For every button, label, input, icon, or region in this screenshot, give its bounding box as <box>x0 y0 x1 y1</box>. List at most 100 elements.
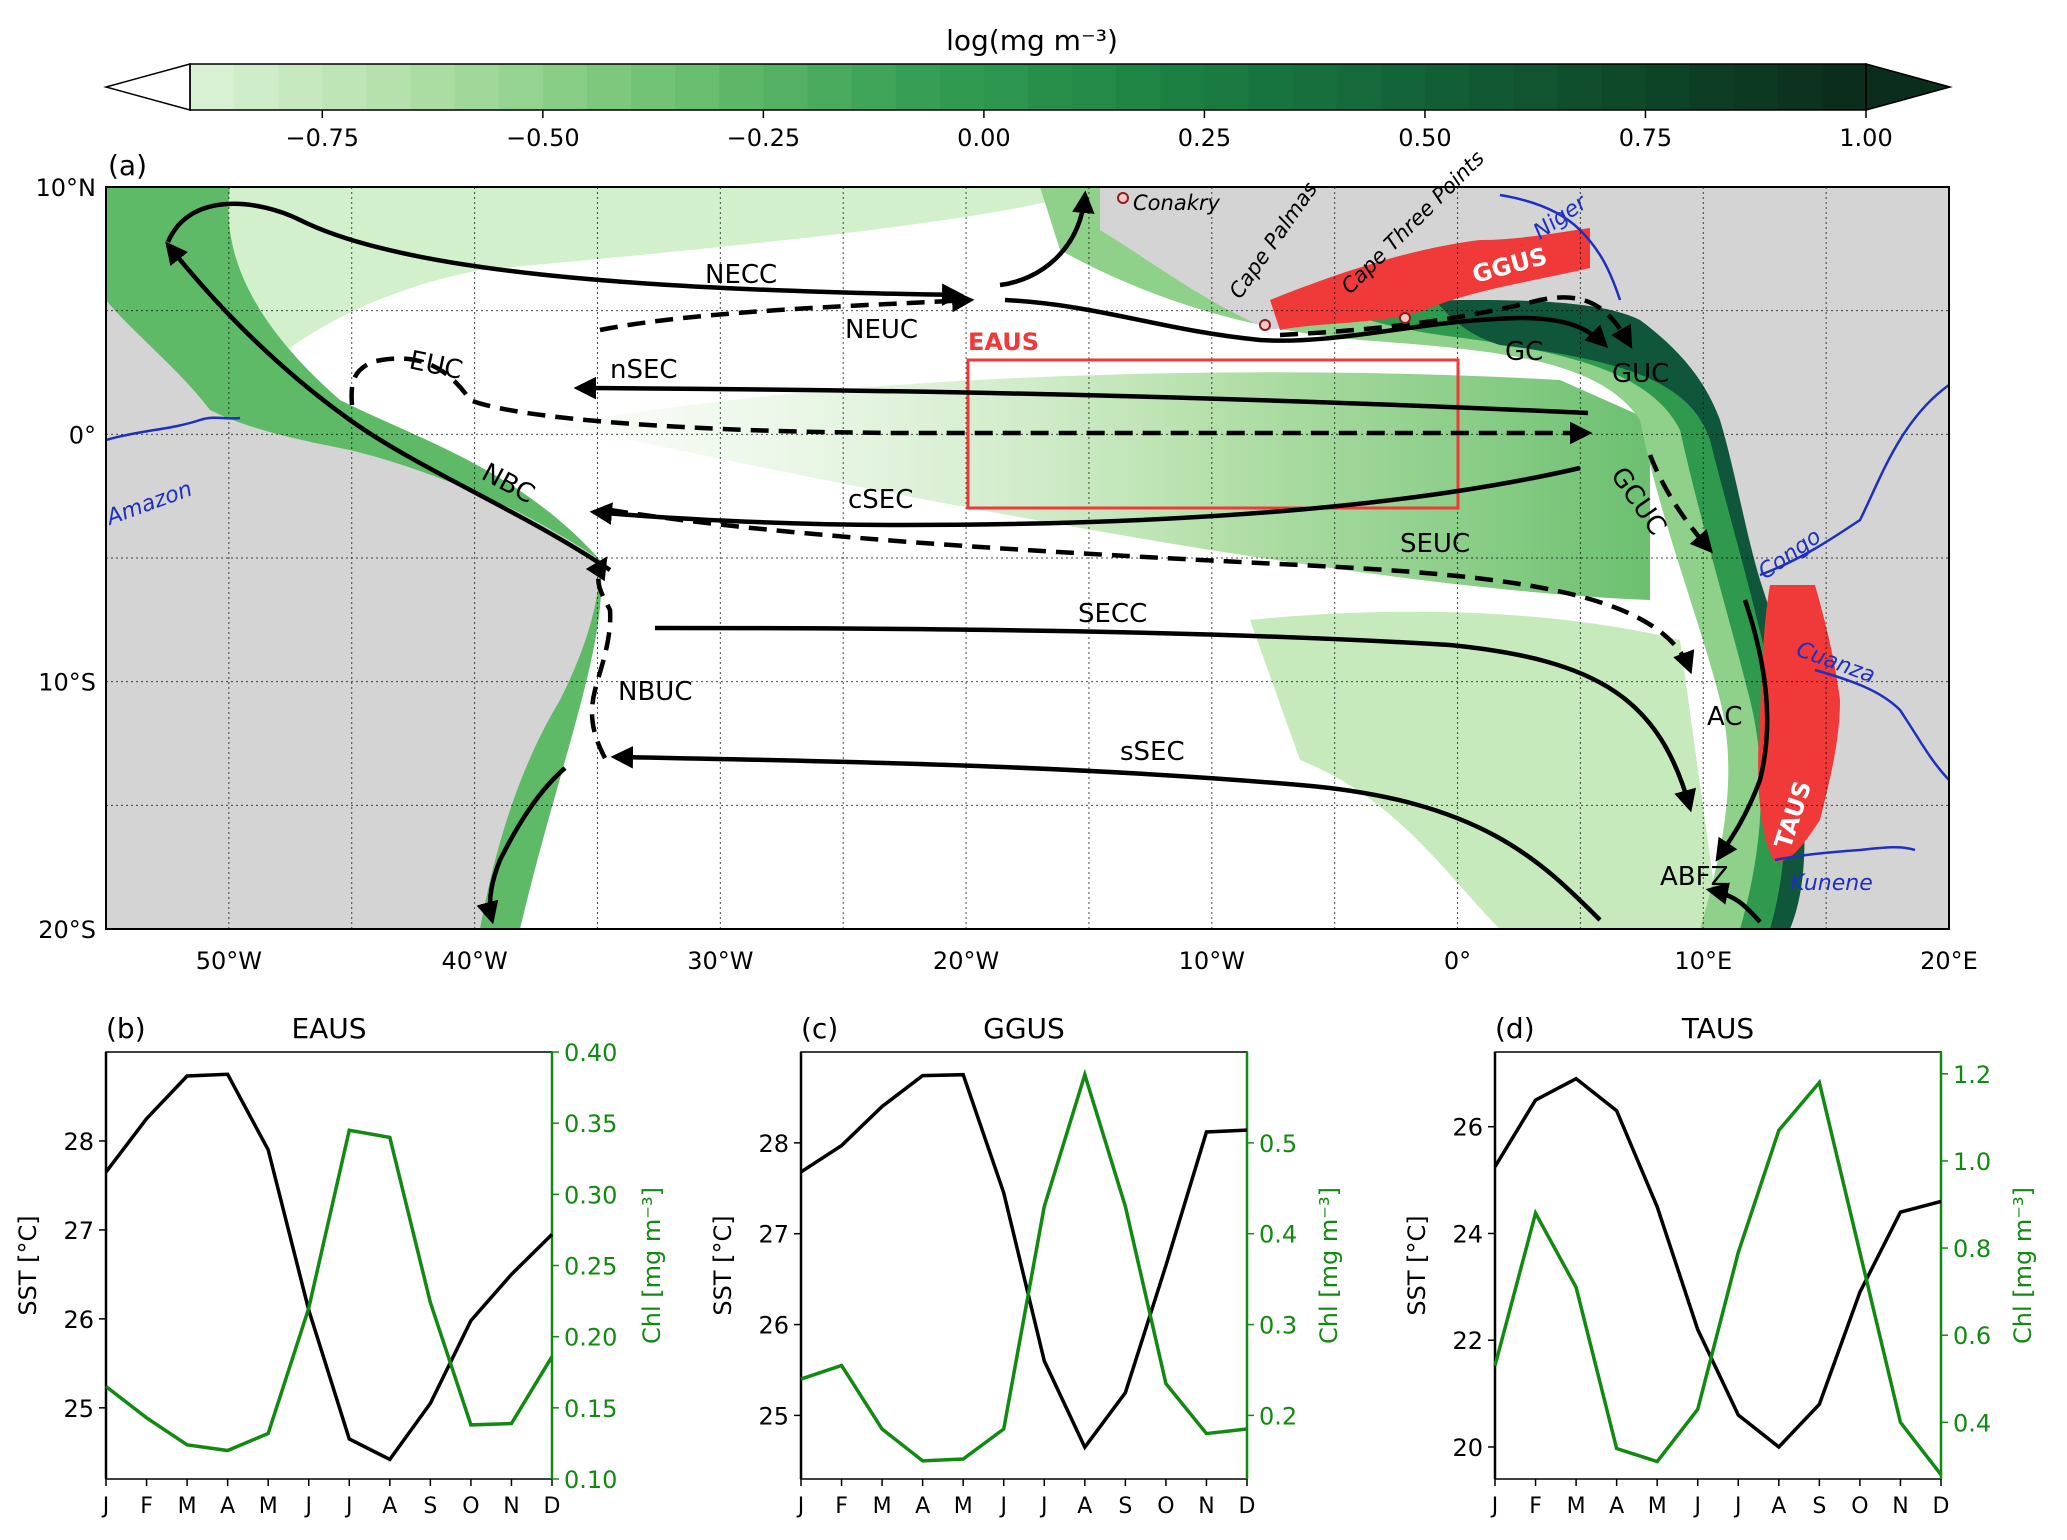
y2-tick-label: 1.0 <box>1953 1148 1991 1176</box>
colorbar-segment <box>1160 64 1206 110</box>
chl-line <box>800 1068 1248 1463</box>
guc-arrow <box>1279 295 1633 349</box>
label-ssec: sSEC <box>1120 737 1185 767</box>
x-tick-label: J <box>796 1494 805 1519</box>
y2-tick-label: 0.8 <box>1953 1235 1991 1263</box>
amazon-river <box>106 416 241 442</box>
label-abfz: ABFZ <box>1660 862 1728 892</box>
cape-palmas-marker <box>1259 319 1271 331</box>
colorbar-max-extension <box>1865 63 1953 111</box>
gc-arrow <box>1004 297 1609 349</box>
euc-arrow <box>349 356 1593 445</box>
africa-land <box>1100 187 1949 929</box>
map-lon-tick-label: 20°E <box>1920 947 1978 975</box>
y2-tick-label: 0.10 <box>564 1466 617 1494</box>
colorbar-segment <box>939 64 985 110</box>
ac-arrow <box>1715 599 1770 862</box>
x-tick-label: N <box>1892 1494 1908 1519</box>
colorbar-segment <box>631 64 676 110</box>
map-lat-tick-label: 20°S <box>38 916 96 944</box>
colorbar-frame <box>189 63 1867 111</box>
x-tick-label: J <box>101 1494 110 1519</box>
colorbar-segment <box>1204 64 1250 110</box>
colorbar-segment <box>586 64 632 110</box>
colorbar-segment <box>278 64 323 110</box>
label-secc: SECC <box>1078 599 1147 629</box>
colorbar-tick-label: 0.00 <box>957 124 1010 152</box>
y2-axis-label: Chl [mg m⁻³] <box>1315 1187 1343 1344</box>
colorbar-segment <box>851 64 897 110</box>
abfz-south-arrow <box>1705 882 1762 924</box>
rivers <box>106 193 1949 862</box>
colorbar-segment <box>190 64 235 110</box>
x-tick-label: S <box>1812 1494 1826 1519</box>
x-tick-label: J <box>1692 1494 1701 1519</box>
colorbar-segment <box>719 64 764 110</box>
cuanza-river <box>1814 668 1949 781</box>
label-nbuc: NBUC <box>618 677 692 707</box>
label-eaus: EAUS <box>968 328 1039 356</box>
colorbar-segment <box>807 64 853 110</box>
colorbar-segment <box>983 64 1029 110</box>
map-ticks: 50°W 40°W 30°W 20°W 10°W 0° 10°E 20°E 10°N 0° 10°S… <box>36 174 1978 975</box>
y-tick-label: 28 <box>63 1128 94 1156</box>
x-tick-label: M <box>178 1494 197 1519</box>
label-kunene: Kunene <box>1790 871 1873 896</box>
colorbar-segment <box>895 64 941 110</box>
colorbar-segment <box>322 64 368 110</box>
x-tick-label: S <box>1118 1494 1132 1519</box>
x-tick-label: M <box>259 1494 278 1519</box>
y2-tick-label: 0.15 <box>564 1395 617 1423</box>
y2-tick-label: 0.2 <box>1259 1402 1297 1430</box>
panel-label: (c) <box>801 1012 838 1045</box>
kunene-river <box>1774 846 1916 862</box>
colorbar-segment <box>1645 64 1691 110</box>
y2-tick-label: 0.20 <box>564 1324 617 1352</box>
gcuc-arrow <box>1647 454 1713 554</box>
cape-three-points-marker <box>1399 312 1411 324</box>
colorbar-tick-label: 0.25 <box>1178 124 1231 152</box>
label-necc: NECC <box>705 260 777 290</box>
x-tick-label: F <box>835 1494 848 1519</box>
colorbar-segment <box>1469 64 1514 110</box>
chlorophyll-north-band <box>106 187 1100 390</box>
y-tick-label: 26 <box>1452 1114 1483 1142</box>
map-lon-tick-label: 20°W <box>933 947 999 975</box>
colorbar-segment <box>1733 64 1779 110</box>
chlorophyll-south-band <box>1250 611 1720 929</box>
y-axis-label: SST [°C] <box>1403 1215 1431 1315</box>
sst-line <box>800 1072 1248 1451</box>
y2-axis-label: Chl [mg m⁻³] <box>2009 1187 2037 1344</box>
y-tick-label: 22 <box>1452 1327 1483 1355</box>
y-tick-label: 28 <box>758 1130 789 1158</box>
necc-branch-arrow <box>999 190 1095 288</box>
map-lat-tick-label: 10°S <box>38 669 96 697</box>
panel-label: (d) <box>1495 1012 1535 1045</box>
y2-tick-label: 0.4 <box>1259 1221 1297 1249</box>
y-tick-label: 24 <box>1452 1220 1483 1248</box>
x-tick-label: M <box>873 1494 892 1519</box>
x-tick-label: O <box>1851 1494 1868 1519</box>
colorbar-tick-label: 0.50 <box>1398 124 1451 152</box>
panel-label: (b) <box>106 1012 146 1045</box>
y2-tick-label: 0.3 <box>1259 1312 1297 1340</box>
y-tick-label: 26 <box>63 1306 94 1334</box>
y-tick-label: 25 <box>63 1395 94 1423</box>
map-panel: NECC NEUC EUC nSEC GC GUC NBC cSEC GCUC … <box>102 146 1950 930</box>
colorbar-tick-label: 0.75 <box>1619 124 1672 152</box>
x-tick-label: J <box>1733 1494 1742 1519</box>
x-tick-label: A <box>220 1494 235 1519</box>
y-tick-label: 26 <box>758 1312 789 1340</box>
colorbar-segment <box>763 64 809 110</box>
x-tick-label: O <box>1157 1494 1174 1519</box>
label-guc: GUC <box>1612 359 1669 389</box>
colorbar-segment <box>675 64 720 110</box>
label-neuc: NEUC <box>845 315 918 345</box>
colorbar-segment <box>1513 64 1558 110</box>
map-panel-label: (a) <box>108 149 147 182</box>
y-tick-label: 25 <box>758 1402 789 1430</box>
taus-region <box>1758 585 1840 862</box>
plot-area <box>800 1051 1248 1480</box>
